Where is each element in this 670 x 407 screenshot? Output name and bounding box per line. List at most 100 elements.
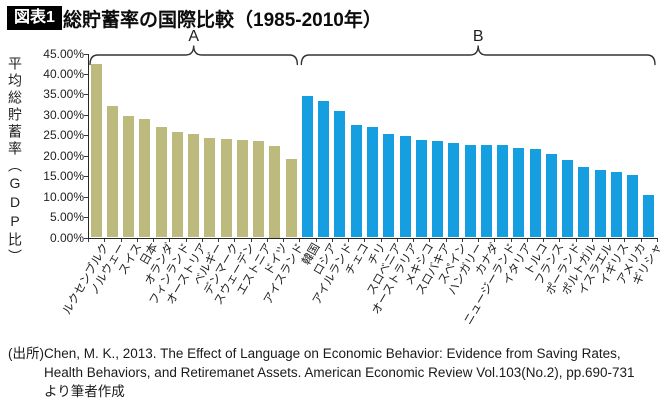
x-tick-mark bbox=[104, 238, 106, 242]
x-tick-mark bbox=[657, 238, 658, 242]
x-tick-mark bbox=[315, 238, 317, 242]
bar bbox=[139, 118, 151, 238]
x-tick-mark bbox=[169, 238, 171, 242]
bar bbox=[123, 116, 135, 238]
x-tick-mark bbox=[510, 238, 512, 242]
x-tick-mark bbox=[348, 238, 350, 242]
y-tick-mark bbox=[84, 135, 88, 137]
bar bbox=[236, 140, 248, 238]
y-tick-label: 20.00% bbox=[43, 148, 84, 163]
bar bbox=[367, 127, 378, 238]
x-tick-mark bbox=[234, 238, 236, 242]
bar bbox=[253, 141, 265, 238]
y-tick-label: 40.00% bbox=[43, 66, 84, 81]
x-tick-mark bbox=[364, 238, 366, 242]
y-tick-mark bbox=[84, 94, 88, 96]
x-tick-mark bbox=[445, 238, 447, 242]
x-tick-mark bbox=[526, 238, 528, 242]
x-tick-mark bbox=[461, 238, 463, 242]
y-axis-line bbox=[88, 53, 90, 239]
y-tick-mark bbox=[84, 114, 88, 116]
bar bbox=[627, 174, 639, 238]
bar bbox=[643, 195, 655, 238]
x-tick-mark bbox=[559, 238, 561, 242]
x-tick-mark bbox=[120, 238, 122, 242]
x-tick-mark bbox=[250, 238, 252, 242]
bar bbox=[415, 139, 427, 238]
bar bbox=[513, 147, 525, 238]
x-tick-mark bbox=[413, 238, 415, 242]
x-tick-mark bbox=[153, 238, 155, 242]
x-tick-mark bbox=[396, 238, 398, 242]
y-tick-label: 25.00% bbox=[43, 128, 84, 143]
bar bbox=[318, 100, 330, 238]
bar bbox=[529, 148, 541, 238]
y-tick-label: 5.00% bbox=[49, 210, 84, 225]
x-tick-mark bbox=[478, 238, 480, 242]
bar bbox=[301, 95, 313, 238]
group-label-B: B bbox=[472, 28, 484, 45]
bar bbox=[106, 106, 118, 238]
y-tick-label: 10.00% bbox=[43, 189, 84, 204]
y-tick-label: 45.00% bbox=[43, 46, 84, 61]
bar bbox=[334, 111, 346, 238]
bar bbox=[171, 132, 183, 238]
y-tick-label: 35.00% bbox=[43, 87, 84, 102]
y-tick-label: 0.00% bbox=[49, 230, 84, 245]
brace-group-B bbox=[300, 45, 656, 66]
x-tick-mark bbox=[543, 238, 545, 242]
figure-number-badge: 図表1 bbox=[7, 6, 62, 30]
y-tick-mark bbox=[84, 155, 88, 157]
bar bbox=[610, 172, 622, 238]
x-axis-line bbox=[88, 237, 658, 239]
bar bbox=[562, 160, 574, 238]
x-tick-mark bbox=[201, 238, 203, 242]
bar bbox=[480, 145, 492, 238]
y-tick-mark bbox=[84, 73, 88, 75]
x-tick-mark bbox=[624, 238, 626, 242]
bar bbox=[399, 135, 411, 238]
x-tick-mark bbox=[640, 238, 642, 242]
bar bbox=[497, 145, 509, 238]
y-axis-title: 平均総貯蓄率（GDP比） bbox=[7, 56, 23, 266]
x-tick-mark bbox=[185, 238, 187, 242]
bar bbox=[448, 143, 460, 238]
y-tick-mark bbox=[84, 217, 88, 219]
bar bbox=[350, 124, 362, 238]
bar bbox=[285, 158, 297, 238]
x-tick-mark bbox=[299, 238, 301, 242]
source-note: (出所) Chen, M. K., 2013. The Effect of Lan… bbox=[8, 345, 664, 402]
bar bbox=[594, 170, 606, 238]
bar bbox=[383, 134, 395, 238]
bar bbox=[464, 144, 476, 238]
x-tick-mark bbox=[266, 238, 268, 242]
x-tick-mark bbox=[429, 238, 431, 242]
y-tick-mark bbox=[84, 237, 88, 239]
x-tick-mark bbox=[494, 238, 496, 242]
y-tick-label: 30.00% bbox=[43, 107, 84, 122]
x-tick-mark bbox=[380, 238, 382, 242]
brace-group-A bbox=[89, 45, 299, 66]
x-tick-mark bbox=[88, 238, 89, 242]
y-tick-mark bbox=[84, 196, 88, 198]
source-text: Chen, M. K., 2013. The Effect of Languag… bbox=[44, 346, 635, 399]
x-tick-mark bbox=[283, 238, 285, 242]
group-label-A: A bbox=[188, 28, 199, 45]
bar bbox=[155, 126, 167, 238]
x-tick-mark bbox=[575, 238, 577, 242]
bar bbox=[432, 141, 444, 238]
bar bbox=[545, 154, 557, 238]
y-tick-label: 15.00% bbox=[43, 169, 84, 184]
bar bbox=[204, 137, 216, 238]
y-tick-mark bbox=[84, 53, 88, 55]
page-title: 総貯蓄率の国際比較（1985-2010年） bbox=[63, 10, 382, 31]
bar bbox=[578, 167, 590, 238]
x-tick-mark bbox=[218, 238, 220, 242]
bar bbox=[90, 64, 102, 238]
x-tick-mark bbox=[136, 238, 138, 242]
y-tick-mark bbox=[84, 176, 88, 178]
x-tick-mark bbox=[608, 238, 610, 242]
bar bbox=[269, 145, 281, 238]
bar bbox=[220, 139, 232, 238]
